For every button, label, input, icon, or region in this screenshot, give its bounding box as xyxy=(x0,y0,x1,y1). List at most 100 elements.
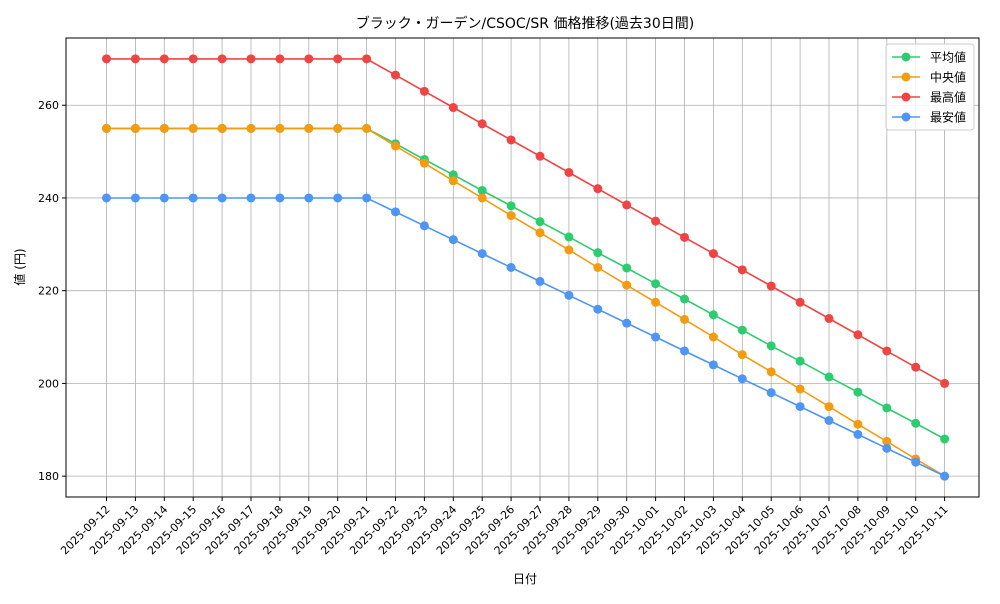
series-group xyxy=(102,54,950,481)
data-point xyxy=(680,346,689,356)
data-point xyxy=(737,325,747,335)
data-point xyxy=(448,103,458,113)
data-point xyxy=(882,443,892,453)
data-point xyxy=(506,135,516,145)
data-point xyxy=(911,418,921,428)
legend-label: 最高値 xyxy=(930,90,966,105)
data-point xyxy=(102,193,111,203)
data-point xyxy=(622,200,632,210)
series-line xyxy=(106,127,946,477)
series-平均値 xyxy=(102,123,950,444)
legend-swatch-marker xyxy=(901,112,911,122)
data-point xyxy=(419,86,429,96)
data-point xyxy=(564,232,574,242)
plot-frame xyxy=(65,37,980,498)
data-point xyxy=(304,123,314,133)
data-point xyxy=(940,378,950,388)
data-point xyxy=(564,167,574,177)
data-point xyxy=(362,123,372,133)
data-point xyxy=(853,387,863,397)
data-point xyxy=(477,193,487,203)
data-point xyxy=(795,384,805,394)
data-point xyxy=(766,367,776,377)
data-point xyxy=(304,54,314,64)
data-point xyxy=(593,184,603,194)
data-point xyxy=(130,123,140,133)
data-point xyxy=(391,70,400,80)
data-point xyxy=(766,341,776,351)
data-point xyxy=(275,54,285,64)
x-axis-label: 日付 xyxy=(513,572,537,586)
data-point xyxy=(593,248,603,258)
series-中央値 xyxy=(102,123,950,481)
data-point xyxy=(680,294,689,304)
data-point xyxy=(708,310,718,320)
series-最安値 xyxy=(102,193,950,481)
data-point xyxy=(362,54,372,64)
data-point xyxy=(708,249,718,259)
legend-swatch-marker xyxy=(901,92,911,102)
data-point xyxy=(622,263,632,273)
data-point xyxy=(651,332,661,342)
data-point xyxy=(824,416,834,425)
data-point xyxy=(419,221,429,231)
data-point xyxy=(940,471,950,481)
data-point xyxy=(911,362,921,372)
legend-label: 最安値 xyxy=(930,110,966,125)
data-point xyxy=(304,193,314,203)
data-point xyxy=(535,276,545,286)
data-point xyxy=(824,314,834,323)
data-point xyxy=(102,123,111,133)
data-point xyxy=(275,123,285,133)
legend-label: 中央値 xyxy=(930,70,966,85)
data-point xyxy=(795,297,805,307)
y-axis-label: 値 (円) xyxy=(12,248,27,285)
data-point xyxy=(795,356,805,366)
data-point xyxy=(795,402,805,412)
data-point xyxy=(333,193,343,203)
series-line xyxy=(106,197,945,477)
data-point xyxy=(448,235,458,245)
data-point xyxy=(275,193,285,203)
data-point xyxy=(651,216,661,226)
data-point xyxy=(130,54,140,64)
data-point xyxy=(448,176,458,186)
data-point xyxy=(593,304,603,314)
data-point xyxy=(853,429,863,439)
data-point xyxy=(130,193,140,203)
data-point xyxy=(940,434,950,444)
data-point xyxy=(766,388,776,398)
data-point xyxy=(564,290,574,300)
grid xyxy=(66,38,979,497)
data-point xyxy=(708,332,718,342)
data-point xyxy=(622,280,632,290)
data-point xyxy=(188,193,198,203)
y-tick-label: 240 xyxy=(38,192,59,205)
data-point xyxy=(882,436,892,446)
chart-title: ブラック・ガーデン/CSOC/SR 価格推移(過去30日間) xyxy=(356,15,694,32)
data-point xyxy=(246,193,256,203)
series-最高値 xyxy=(102,54,950,388)
data-point xyxy=(333,54,343,64)
y-axis-ticks: 180 200 220 240 260 xyxy=(38,99,66,483)
legend-box xyxy=(885,43,975,131)
data-point xyxy=(766,281,776,291)
data-point xyxy=(911,457,921,467)
data-point xyxy=(217,193,227,203)
data-point xyxy=(882,403,892,413)
series-line xyxy=(106,127,945,440)
data-point xyxy=(188,123,198,133)
data-point xyxy=(564,245,574,255)
data-point xyxy=(246,54,256,64)
data-point xyxy=(737,350,747,360)
y-tick-label: 220 xyxy=(38,285,59,298)
data-point xyxy=(188,54,198,64)
data-point xyxy=(159,54,169,64)
data-point xyxy=(853,330,863,340)
data-point xyxy=(506,201,516,211)
data-point xyxy=(159,123,169,133)
data-point xyxy=(737,265,747,275)
legend-swatch-marker xyxy=(901,72,911,82)
